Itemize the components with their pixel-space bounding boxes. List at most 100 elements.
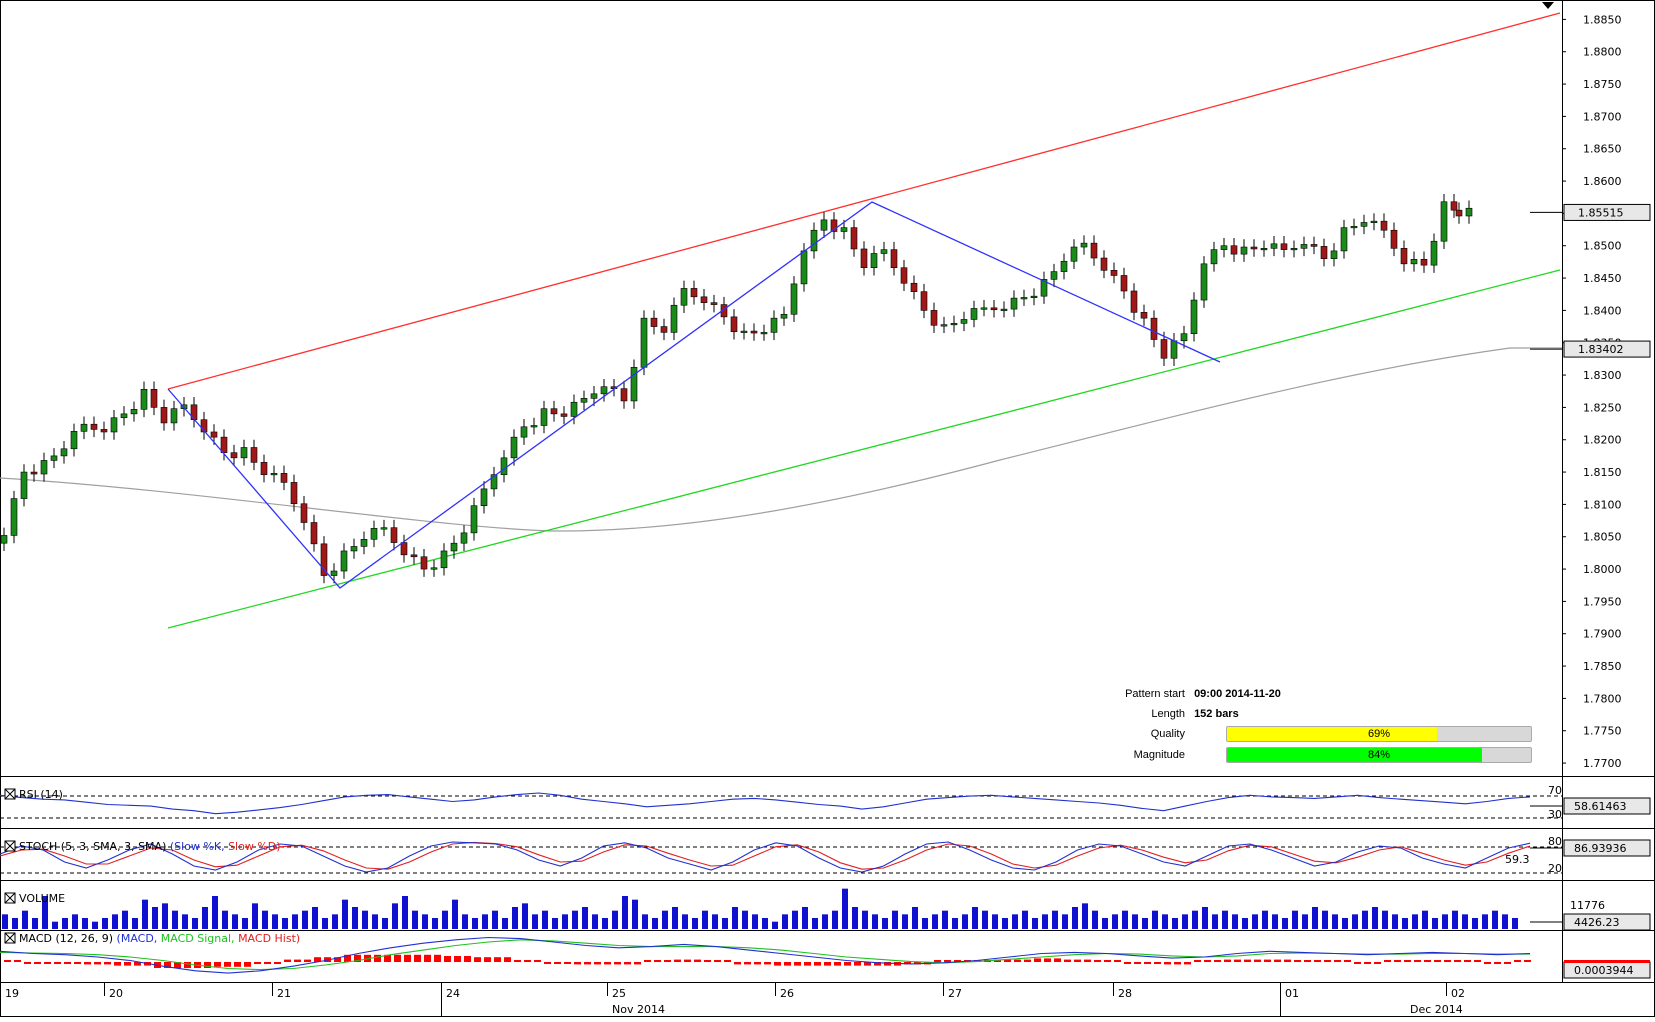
time-tick-label: 27 <box>948 987 962 1000</box>
candle-down <box>1310 244 1318 247</box>
macd-hist-bar <box>134 962 141 966</box>
candle-up <box>110 417 118 433</box>
candle-up <box>10 498 18 536</box>
candle-down <box>620 388 628 402</box>
candle-up <box>740 330 748 333</box>
volume-label: VOLUME <box>19 892 65 905</box>
macd-hist-bar <box>1074 959 1081 962</box>
stoch-secondary-value-label: 59.3 <box>1505 853 1530 866</box>
macd-hist-bar <box>724 960 731 962</box>
macd-hist-bar <box>1164 962 1171 965</box>
volume-bar <box>1332 914 1338 929</box>
candle-down <box>100 429 108 433</box>
candle-down <box>920 291 928 311</box>
price-tick-label: 1.7850 <box>1583 660 1622 673</box>
volume-bar <box>1252 914 1258 929</box>
volume-bar <box>1172 918 1178 929</box>
candle-up <box>1430 240 1438 266</box>
macd-hist-bar <box>1324 960 1331 962</box>
macd-hist-bar <box>114 962 121 966</box>
price-tick-label: 1.8750 <box>1583 78 1622 91</box>
volume-bar <box>442 910 448 929</box>
volume-bar <box>392 903 398 929</box>
volume-bar <box>372 914 378 929</box>
volume-bar <box>882 918 888 929</box>
volume-bar <box>1452 910 1458 929</box>
candle-down <box>1110 270 1118 276</box>
candle-up <box>670 304 678 333</box>
macd-hist-bar <box>1224 959 1231 962</box>
macd-hist-bar <box>1144 962 1151 964</box>
volume-bar <box>132 918 138 929</box>
macd-hist-bar <box>1264 959 1271 962</box>
volume-bar <box>462 914 468 929</box>
volume-bar <box>1012 914 1018 929</box>
candle-up <box>470 505 478 534</box>
volume-bar <box>1212 914 1218 929</box>
candle-up <box>570 401 578 417</box>
volume-bar <box>102 918 108 929</box>
candle-up <box>1370 220 1378 223</box>
candle-down <box>1120 275 1128 292</box>
candle-down <box>730 316 738 333</box>
channel-lower-line <box>167 269 1561 629</box>
candle-down <box>930 310 938 326</box>
macd-hist-bar <box>284 959 291 962</box>
rsi-level-low-label: 30 <box>1548 808 1562 821</box>
volume-bar <box>1502 914 1508 929</box>
volume-bar <box>212 896 218 929</box>
volume-bar <box>792 910 798 929</box>
macd-hist-bar <box>624 962 631 965</box>
macd-hist-bar <box>1154 962 1161 964</box>
magnitude-bar: 84% <box>1226 747 1532 763</box>
macd-hist-bar <box>734 962 741 965</box>
pattern-start-label: Pattern start <box>1125 688 1185 700</box>
pattern-quality-label: Quality <box>1150 728 1185 740</box>
volume-bar <box>62 918 68 929</box>
candle-up <box>590 393 598 399</box>
macd-hist-bar <box>1204 960 1211 962</box>
candle-down <box>710 302 718 305</box>
price-tick-label: 1.8650 <box>1583 143 1622 156</box>
candle-up <box>1060 260 1068 272</box>
candle-up <box>50 455 58 461</box>
volume-bar <box>52 921 58 929</box>
candle-up <box>60 448 68 457</box>
volume-bar <box>982 910 988 929</box>
candle-up <box>120 413 128 419</box>
candle-down <box>90 423 98 430</box>
rsi-value-label-box <box>1563 797 1651 815</box>
candle-up <box>40 460 48 475</box>
macd-line <box>0 936 1531 974</box>
volume-bar <box>602 918 608 929</box>
macd-hist-bar <box>1444 960 1451 962</box>
macd-hist-bar <box>1494 962 1501 964</box>
candle-up <box>460 532 468 544</box>
candle-up <box>1465 207 1473 217</box>
macd-hist-bar <box>604 962 611 965</box>
volume-bar <box>1362 910 1368 929</box>
price-tick-label: 1.8050 <box>1583 531 1622 544</box>
candle-up <box>1340 227 1348 252</box>
price-tick-label: 1.8600 <box>1583 175 1622 188</box>
stoch-k-line <box>0 841 1531 873</box>
volume-bar <box>1062 914 1068 929</box>
volume-bar <box>1392 914 1398 929</box>
time-tick-label: 21 <box>277 987 291 1000</box>
volume-bar <box>312 907 318 929</box>
macd-hist-bar <box>754 962 761 965</box>
macd-hist-bar <box>1064 959 1071 962</box>
volume-bar <box>382 918 388 929</box>
volume-bar <box>962 914 968 929</box>
macd-hist-bar <box>1054 958 1061 962</box>
macd-hist-bar <box>294 959 301 962</box>
volume-value-label-box <box>1563 913 1651 931</box>
macd-hist-bar <box>1434 960 1441 962</box>
macd-hist-bar <box>204 962 211 968</box>
candle-up <box>480 488 488 506</box>
macd-hist-bar <box>1094 960 1101 962</box>
volume-bar <box>1302 914 1308 929</box>
macd-hist-bar <box>774 962 781 966</box>
macd-hist-bar <box>214 962 221 967</box>
